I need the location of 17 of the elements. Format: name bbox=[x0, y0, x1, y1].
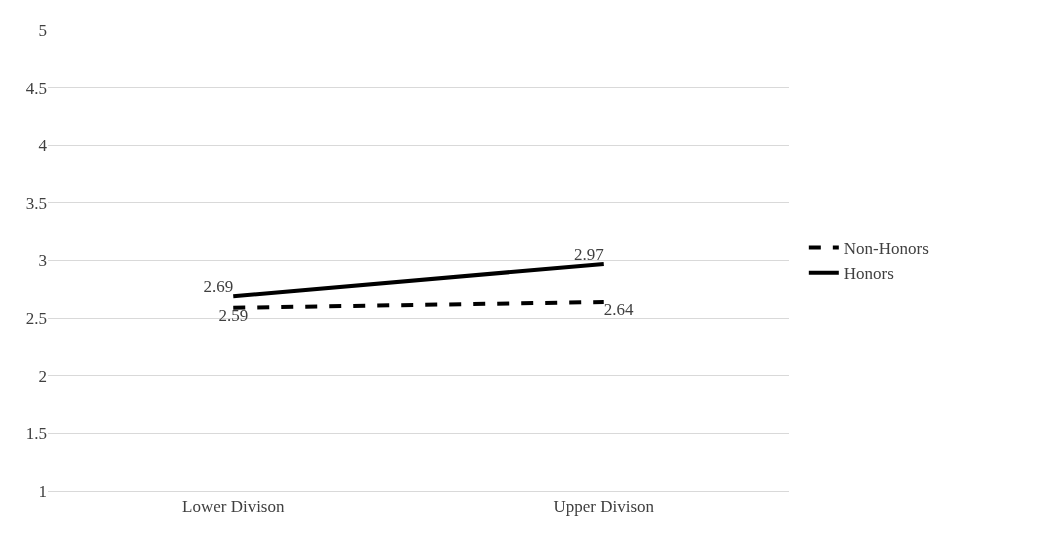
y-tick-label: 4 bbox=[38, 136, 48, 156]
y-tick-label: 3 bbox=[38, 251, 47, 271]
y-tick-label: 2.5 bbox=[25, 309, 47, 329]
x-tick-label: Upper Divison bbox=[553, 497, 655, 517]
data-label: 2.97 bbox=[574, 244, 605, 264]
y-tick-label: 3.5 bbox=[25, 193, 47, 213]
data-label: 2.64 bbox=[603, 299, 634, 319]
y-tick-label: 5 bbox=[38, 20, 47, 40]
y-tick-label: 2 bbox=[38, 366, 47, 386]
legend-label: Non-Honors bbox=[843, 239, 929, 259]
y-tick-label: 1.5 bbox=[25, 424, 47, 444]
y-tick-label: 4.5 bbox=[25, 78, 47, 98]
y-tick-label: 1 bbox=[38, 481, 47, 501]
x-tick-label: Lower Divison bbox=[182, 497, 285, 517]
data-label: 2.59 bbox=[218, 305, 249, 325]
legend-label: Honors bbox=[843, 264, 894, 284]
data-label: 2.69 bbox=[203, 276, 234, 296]
